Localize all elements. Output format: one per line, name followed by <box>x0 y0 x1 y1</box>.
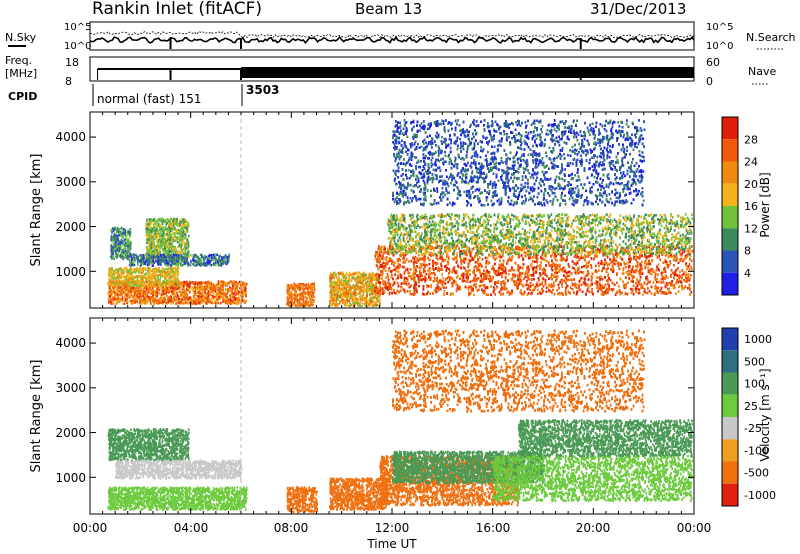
noise-left-tick-bottom: 10^0 <box>64 41 91 52</box>
cpid-mode-2: 3503 <box>246 83 279 97</box>
radar-summary-figure: Rankin Inlet (fitACF) Beam 13 31/Dec/201… <box>0 0 800 554</box>
heatmap-cell <box>218 302 220 304</box>
noise-left-label: N.Sky <box>5 31 37 44</box>
cpid-row: CPID normal (fast) 151 3503 <box>8 83 279 106</box>
heatmap-cell <box>120 290 122 292</box>
heatmap-cell <box>229 286 231 288</box>
freq-traces <box>98 67 694 80</box>
noise-panel-frame <box>90 22 694 50</box>
date-label: 31/Dec/2013 <box>590 0 686 18</box>
heatmap-cell <box>115 298 117 300</box>
search-noise-line <box>90 32 694 38</box>
sky-noise-line <box>90 37 694 43</box>
freq-left-label-2: [MHz] <box>5 67 37 80</box>
heatmap-cell <box>212 295 214 297</box>
cpid-label: CPID <box>8 90 37 103</box>
cpid-mode-1: normal (fast) 151 <box>97 92 201 106</box>
noise-traces <box>90 32 694 50</box>
power-heatmap-cells <box>108 112 694 308</box>
freq-left-tick-top: 18 <box>65 56 79 69</box>
power-panel: 1000 2000 3000 4000 Slant Range [km] 481… <box>29 112 772 308</box>
noise-right-label: N.Search <box>746 31 796 44</box>
heatmap-cell <box>122 296 124 298</box>
nave-label: Nave <box>748 65 776 78</box>
heatmap-cell <box>150 303 152 305</box>
freq-right-tick-top: 60 <box>706 56 720 69</box>
beam-label: Beam 13 <box>355 0 422 18</box>
heatmap-cell <box>189 291 191 293</box>
freq-left-tick-bottom: 8 <box>65 75 72 88</box>
noise-right-tick-top: 10^5 <box>706 22 733 33</box>
heatmap-cell <box>183 302 185 304</box>
freq-left-label-1: Freq. <box>5 54 32 67</box>
site-title: Rankin Inlet (fitACF) <box>92 0 262 19</box>
freq-panel: Freq. [MHz] 18 8 60 0 Nave <box>5 54 776 88</box>
noise-panel: N.Sky 10^5 10^0 10^5 10^0 N.Search <box>5 22 796 52</box>
noise-left-tick-top: 10^5 <box>64 22 91 33</box>
nave-block <box>241 67 694 78</box>
heatmap-cell <box>159 292 161 294</box>
noise-right-tick-bottom: 10^0 <box>706 41 733 52</box>
freq-right-tick-bottom: 0 <box>706 75 713 88</box>
